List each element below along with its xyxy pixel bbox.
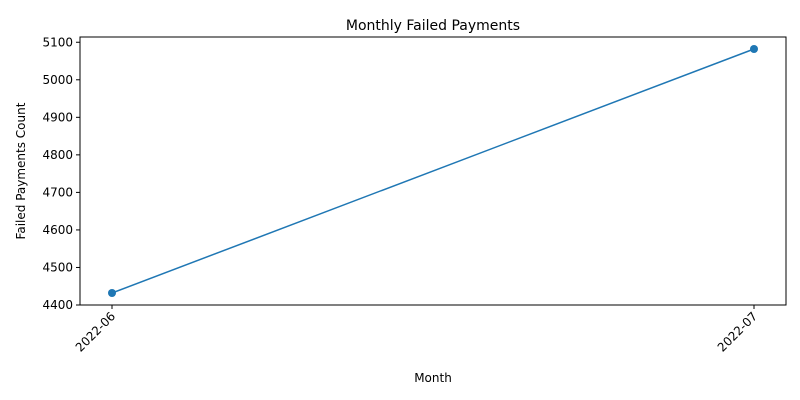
x-axis: 2022-06 2022-07 bbox=[73, 305, 760, 355]
chart-title: Monthly Failed Payments bbox=[346, 18, 520, 34]
data-point-2022-06 bbox=[108, 288, 116, 297]
y-tick-label: 4700 bbox=[42, 185, 73, 199]
y-tick-label: 4500 bbox=[42, 260, 73, 274]
series-layer bbox=[108, 45, 758, 297]
y-tick-label: 5100 bbox=[42, 35, 73, 49]
y-axis: 4400 4500 4600 4700 4800 4900 5000 5100 bbox=[42, 35, 80, 312]
y-tick-label: 4400 bbox=[42, 298, 73, 312]
x-tick-label: 2022-06 bbox=[73, 309, 118, 354]
y-tick-label: 4600 bbox=[42, 223, 73, 237]
series-line bbox=[111, 48, 755, 294]
y-tick-label: 5000 bbox=[42, 73, 73, 87]
y-tick-label: 4900 bbox=[42, 110, 73, 124]
x-axis-label: Month bbox=[414, 371, 452, 385]
data-point-2022-07 bbox=[750, 45, 758, 54]
y-axis-label: Failed Payments Count bbox=[14, 102, 28, 239]
plot-area-frame bbox=[79, 36, 787, 306]
y-tick-label: 4800 bbox=[42, 148, 73, 162]
x-tick-label: 2022-07 bbox=[715, 309, 760, 354]
